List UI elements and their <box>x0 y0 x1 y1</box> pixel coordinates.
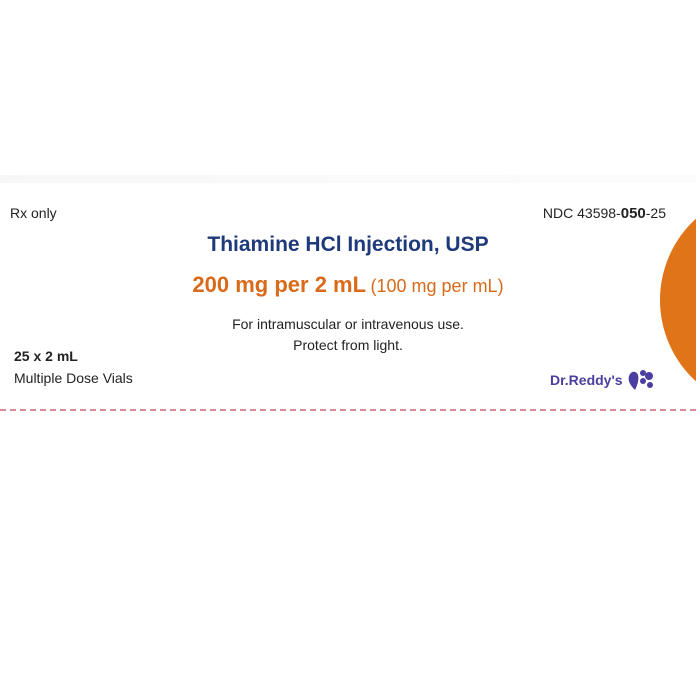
ndc-product: 050 <box>620 205 646 222</box>
ndc-prefix: NDC 43598- <box>542 205 621 221</box>
faint-header-text <box>0 175 696 183</box>
strength: 200 mg per 2 mL (100 mg per mL) <box>0 272 696 298</box>
brand-logo: Dr.Reddy's <box>550 368 657 392</box>
perforation-line <box>0 409 696 411</box>
orange-circle-graphic <box>660 218 696 382</box>
ndc-code: NDC 43598-050-25 <box>543 205 666 222</box>
storage-note: Protect from light. <box>293 337 403 353</box>
route-of-use: For intramuscular or intravenous use. <box>232 316 464 332</box>
package-quantity: 25 x 2 mL <box>14 348 78 364</box>
rx-only-label: Rx only <box>10 205 57 221</box>
ndc-suffix: -25 <box>645 205 666 221</box>
brand-name: Dr.Reddy's <box>550 372 623 388</box>
strength-total: 200 mg per 2 mL <box>192 272 367 297</box>
product-title: Thiamine HCl Injection, USP <box>207 233 489 256</box>
concentration: (100 mg per mL) <box>370 276 504 296</box>
container-type: Multiple Dose Vials <box>14 370 133 386</box>
brand-heart-icon <box>628 370 653 390</box>
